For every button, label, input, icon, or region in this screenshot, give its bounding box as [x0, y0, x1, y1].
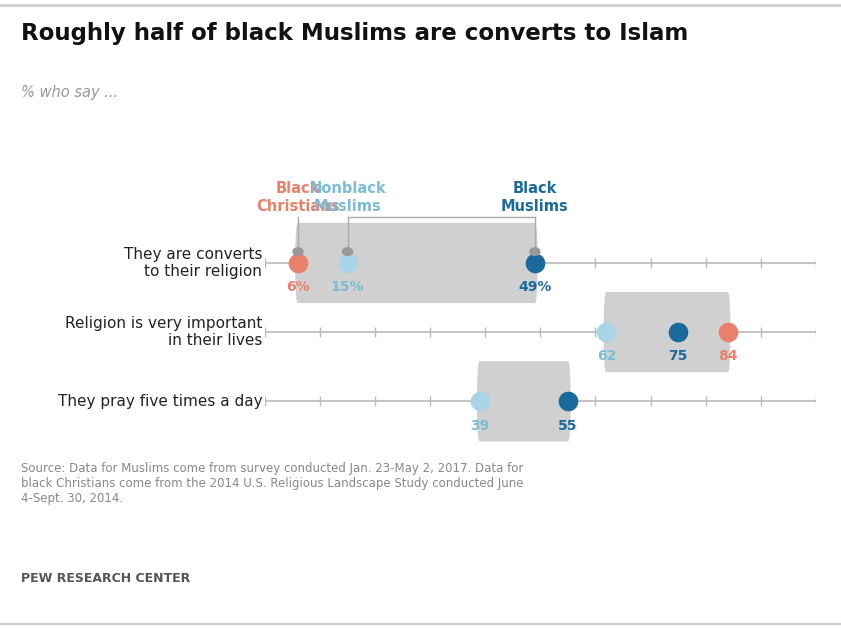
Point	[528, 258, 542, 268]
Text: % who say ...: % who say ...	[21, 85, 118, 100]
FancyBboxPatch shape	[477, 361, 571, 442]
Text: 6%: 6%	[286, 281, 309, 294]
Text: 49%: 49%	[518, 281, 552, 294]
Text: They are converts
to their religion: They are converts to their religion	[124, 247, 262, 279]
Text: 55: 55	[558, 419, 578, 433]
Point	[721, 327, 734, 337]
Point	[671, 327, 685, 337]
Point	[341, 258, 354, 268]
Text: 75: 75	[669, 350, 688, 364]
Text: PEW RESEARCH CENTER: PEW RESEARCH CENTER	[21, 572, 190, 586]
Text: 39: 39	[470, 419, 489, 433]
Text: Black
Muslims: Black Muslims	[501, 181, 569, 214]
Point	[473, 396, 486, 406]
FancyBboxPatch shape	[604, 292, 730, 372]
Text: Religion is very important
in their lives: Religion is very important in their live…	[65, 316, 262, 348]
Text: 84: 84	[718, 350, 738, 364]
Text: Nonblack
Muslims: Nonblack Muslims	[309, 181, 386, 214]
Text: 15%: 15%	[331, 281, 364, 294]
Text: 62: 62	[597, 350, 616, 364]
FancyBboxPatch shape	[295, 223, 537, 303]
Text: Roughly half of black Muslims are converts to Islam: Roughly half of black Muslims are conver…	[21, 22, 688, 45]
Text: Source: Data for Muslims come from survey conducted Jan. 23-May 2, 2017. Data fo: Source: Data for Muslims come from surve…	[21, 462, 524, 505]
Text: Black
Christians: Black Christians	[257, 181, 340, 214]
Point	[561, 396, 574, 406]
Point	[600, 327, 613, 337]
Text: They pray five times a day: They pray five times a day	[57, 394, 262, 409]
Point	[291, 258, 304, 268]
